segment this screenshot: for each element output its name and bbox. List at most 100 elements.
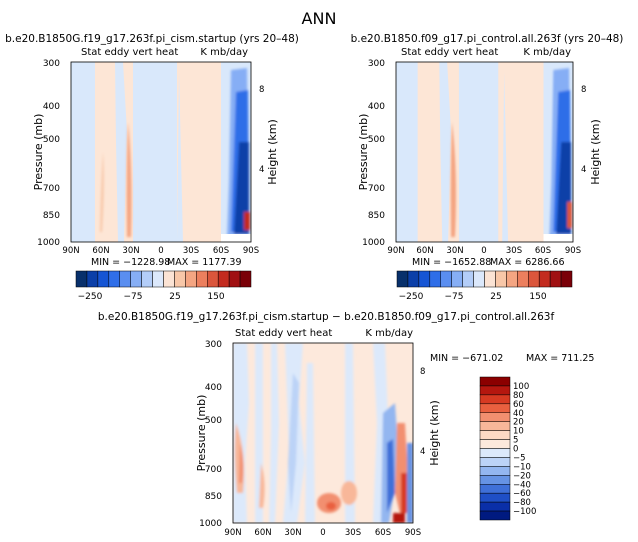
panel-2-colorbar-ticks: −250 −75 25 150 [399, 292, 547, 302]
panel-2-cbar-tick: −250 [399, 292, 424, 302]
colorbar-swatch [479, 484, 511, 494]
panel-3-cbar-tick: −60 [513, 489, 531, 499]
panel-1-cbar-tick: −250 [78, 292, 103, 302]
colorbar-swatch [207, 270, 219, 288]
panel-1-xtick: 90N [62, 246, 79, 256]
panel-3-xtick: 0 [320, 528, 325, 538]
panel-3-ytick: 850 [205, 492, 222, 502]
panel-3: b.e20.B1850G.f19_g17.263f.pi_cism.startu… [98, 311, 595, 538]
panel-1: b.e20.B1850G.f19_g17.263f.pi_cism.startu… [5, 33, 299, 302]
panel-3-ytick: 1000 [199, 519, 222, 529]
colorbar-swatch [479, 385, 511, 396]
colorbar-swatch [560, 270, 573, 288]
panel-3-ylabel-right: Height (km) [428, 400, 441, 466]
panel-2-xtick: 30N [446, 246, 463, 256]
panel-1-cbar-tick: −75 [124, 292, 143, 302]
colorbar-swatch [152, 270, 164, 288]
panel-3-cbar-tick: 100 [513, 382, 529, 392]
page-title: ANN [302, 9, 337, 28]
colorbar-swatch [97, 270, 110, 288]
panel-3-plot [232, 342, 414, 524]
panel-3-cbar-tick: −80 [513, 498, 531, 508]
panel-3-cbar-tick: 0 [513, 445, 518, 455]
panel-1-ytick: 700 [43, 184, 60, 194]
panel-1-xtick: 60S [213, 246, 229, 256]
panel-3-cbar-tick: 60 [513, 400, 524, 410]
panel-1-field [71, 62, 251, 242]
panel-2-plot [395, 61, 574, 243]
panel-2-field [396, 62, 573, 242]
panel-2-subtitle-left: Stat eddy vert heat [401, 47, 498, 58]
panel-3-ytick: 500 [205, 416, 222, 426]
panel-1-ylabel: Pressure (mb) [32, 114, 45, 191]
panel-3-xtick: 30N [284, 528, 301, 538]
colorbar-swatch [517, 270, 529, 288]
colorbar-swatch [217, 270, 230, 288]
panel-1-ytick: 500 [43, 135, 60, 145]
colorbar-swatch [130, 270, 142, 288]
panel-3-cbar-tick: −20 [513, 471, 531, 481]
colorbar-swatch [451, 270, 463, 288]
colorbar-swatch [479, 412, 511, 422]
panel-1-height-tick: 4 [259, 165, 264, 175]
panel-2-xtick: 60N [416, 246, 433, 256]
panel-1-min-label: MIN = −1228.98 [91, 257, 170, 268]
colorbar-swatch [75, 270, 88, 288]
panel-1-colorbar [75, 270, 252, 288]
panel-1-title: b.e20.B1850G.f19_g17.263f.pi_cism.startu… [5, 33, 299, 45]
colorbar-swatch [239, 270, 252, 288]
panel-2-ylabel: Pressure (mb) [357, 114, 370, 191]
panel-3-xtick: 60S [375, 528, 391, 538]
panel-2-height-tick: 8 [581, 85, 586, 95]
colorbar-swatch [473, 270, 485, 288]
panel-1-height-tick: 8 [259, 85, 264, 95]
colorbar-swatch [429, 270, 441, 288]
panel-2-max-label: MAX = 6286.66 [490, 257, 565, 268]
panel-2-ytick: 400 [368, 102, 385, 112]
panel-1-subtitle-left: Stat eddy vert heat [81, 47, 178, 58]
panel-2-xtick: 90N [387, 246, 404, 256]
panel-2-height-tick: 4 [581, 165, 586, 175]
panel-2-xtick: 60S [535, 246, 551, 256]
colorbar-swatch [479, 448, 511, 458]
colorbar-swatch [479, 394, 511, 405]
panel-3-xtick: 90S [405, 528, 421, 538]
colorbar-swatch [196, 270, 208, 288]
colorbar-swatch [228, 270, 241, 288]
panel-3-cbar-tick: −100 [513, 507, 536, 517]
panel-3-axes: 300 400 500 700 850 1000 90N 60N 30N 0 3… [195, 340, 594, 538]
panel-1-ytick: 850 [43, 211, 60, 221]
panel-2-xtick: 30S [506, 246, 522, 256]
panel-3-ylabel: Pressure (mb) [195, 395, 208, 472]
colorbar-swatch [407, 270, 420, 288]
colorbar-swatch [479, 457, 511, 467]
colorbar-swatch [108, 270, 120, 288]
panel-3-cbar-tick: 40 [513, 409, 524, 419]
panel-2-ytick: 850 [368, 211, 385, 221]
colorbar-swatch [119, 270, 131, 288]
colorbar-swatch [86, 270, 99, 288]
colorbar-swatch [538, 270, 551, 288]
panel-1-subtitle-right: K mb/day [200, 47, 248, 58]
panel-2-xtick: 90S [565, 246, 581, 256]
panel-2-ytick: 700 [368, 184, 385, 194]
panel-1-colorbar-ticks: −250 −75 25 150 [78, 292, 225, 302]
colorbar-swatch [479, 475, 511, 485]
panel-3-cbar-tick: −40 [513, 480, 531, 490]
panel-1-xtick: 60N [92, 246, 109, 256]
colorbar-swatch [506, 270, 518, 288]
panel-2-title: b.e20.B1850.f09_g17.pi_control.all.263f … [351, 33, 624, 45]
colorbar-swatch [479, 403, 511, 413]
colorbar-swatch [479, 439, 511, 449]
panel-1-axes: 300 400 500 700 850 1000 90N 60N 30N 0 3… [32, 59, 279, 268]
panel-2-ylabel-right: Height (km) [589, 119, 602, 185]
panel-2-cbar-tick: −75 [445, 292, 464, 302]
colorbar-swatch [528, 270, 540, 288]
colorbar-swatch [141, 270, 153, 288]
panel-3-xtick: 30S [345, 528, 361, 538]
panel-2-cbar-tick: 150 [529, 292, 546, 302]
panel-3-cbar-tick: 20 [513, 418, 524, 428]
panel-3-max-label: MAX = 711.25 [526, 353, 594, 364]
panel-2-min-label: MIN = −1652.88 [412, 257, 491, 268]
